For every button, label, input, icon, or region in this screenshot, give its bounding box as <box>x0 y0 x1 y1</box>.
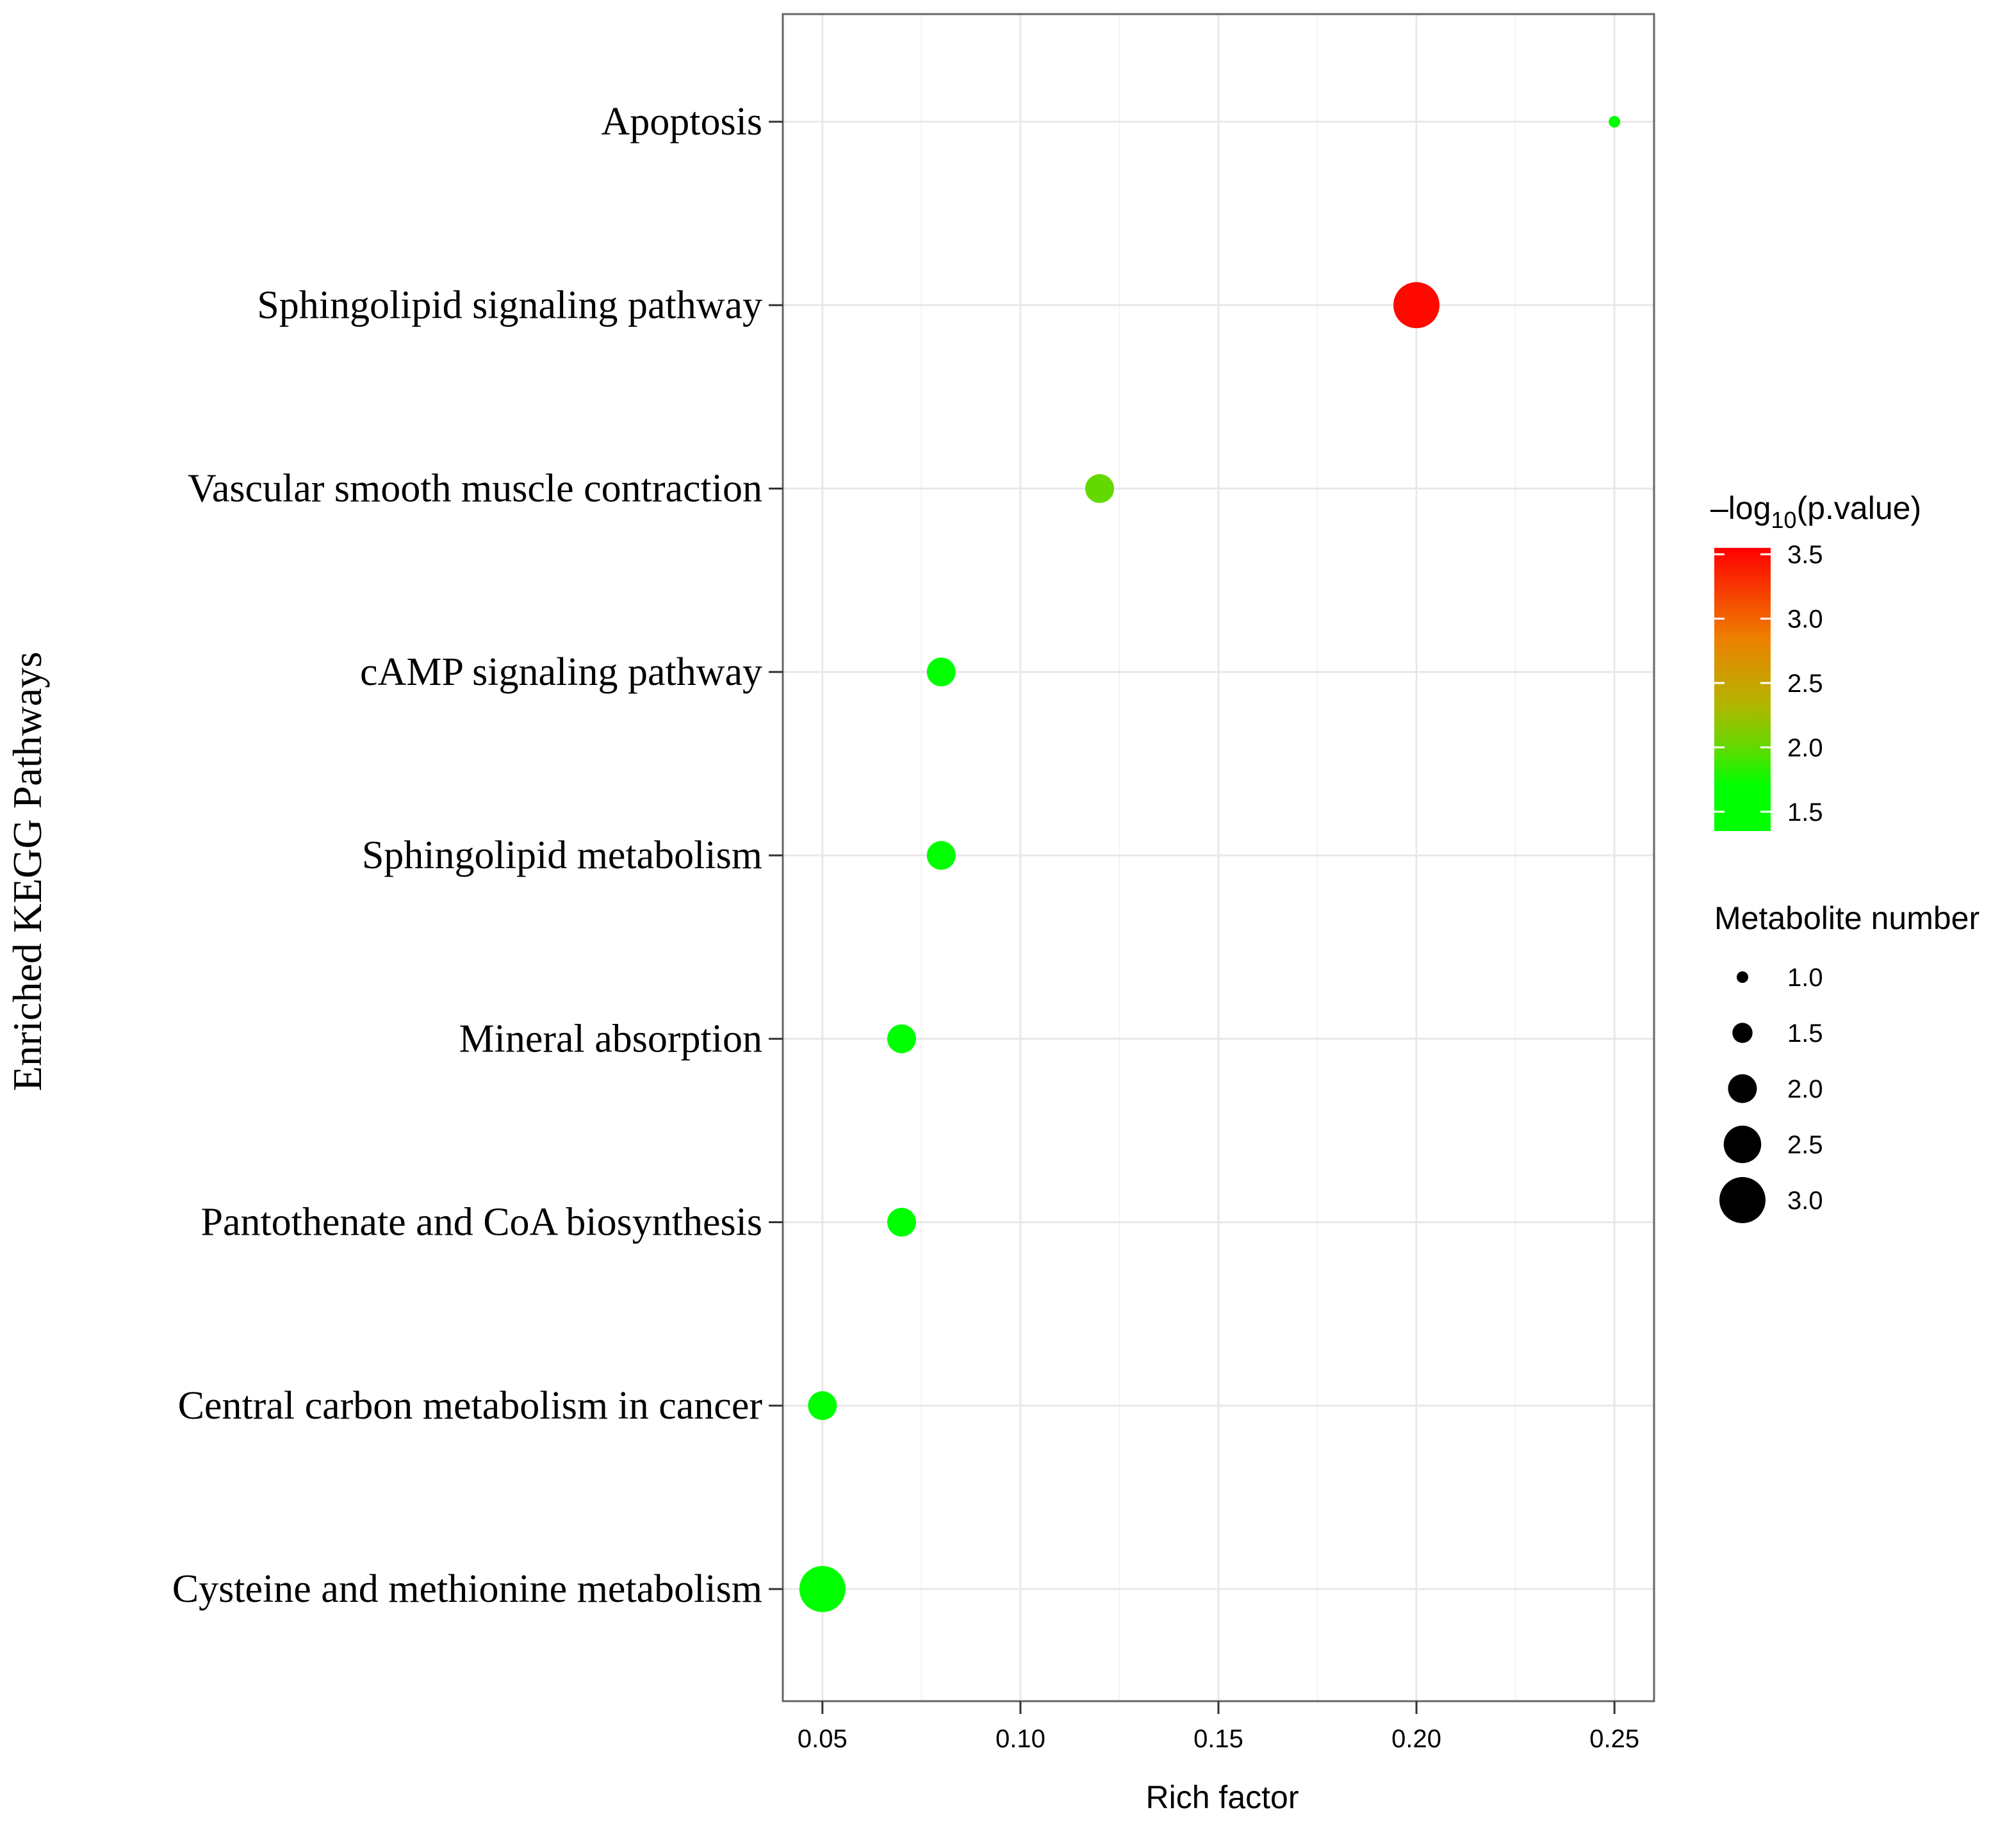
color-legend-label: 2.0 <box>1787 734 1823 762</box>
x-tick-label: 0.15 <box>1193 1725 1243 1753</box>
data-point <box>887 1208 916 1237</box>
size-legend-dot <box>1732 1023 1753 1043</box>
y-category-label: Vascular smooth muscle contraction <box>188 467 762 511</box>
y-axis-title: Enriched KEGG Pathways <box>4 652 50 1091</box>
size-legend-dot <box>1728 1074 1757 1103</box>
x-tick-label: 0.20 <box>1391 1725 1441 1753</box>
x-tick-label: 0.10 <box>996 1725 1045 1753</box>
y-category-label: Pantothenate and CoA biosynthesis <box>201 1201 762 1244</box>
x-tick-label: 0.05 <box>798 1725 848 1753</box>
color-legend-bar <box>1714 548 1771 831</box>
y-category-label: Cysteine and methionine metabolism <box>172 1567 762 1611</box>
size-legend-title: Metabolite number <box>1714 900 1979 936</box>
data-point <box>1393 282 1440 329</box>
data-point <box>926 841 956 870</box>
color-legend-title: –log10(p.value) <box>1710 490 1921 533</box>
color-legend-label: 3.5 <box>1787 541 1823 569</box>
data-point <box>1609 116 1621 128</box>
size-legend-label: 3.0 <box>1787 1187 1823 1215</box>
grid-major-lines <box>783 14 1654 1701</box>
color-legend-label: 3.0 <box>1787 606 1823 634</box>
x-tick-label: 0.25 <box>1589 1725 1639 1753</box>
color-legend-label: 2.5 <box>1787 670 1823 698</box>
y-category-label: Sphingolipid signaling pathway <box>257 283 762 327</box>
grid-minor-lines <box>921 14 1516 1701</box>
size-legend-label: 1.5 <box>1787 1019 1823 1048</box>
y-axis-category-labels: Apoptosis Sphingolipid signaling pathway V… <box>172 100 763 1611</box>
data-point <box>887 1024 916 1053</box>
size-legend-items: 1.0 1.5 2.0 2.5 3.0 <box>1719 964 1823 1223</box>
size-legend-label: 2.0 <box>1787 1075 1823 1103</box>
y-axis-ticks <box>769 120 783 1590</box>
data-point <box>1085 474 1115 503</box>
size-legend-label: 2.5 <box>1787 1131 1823 1159</box>
size-legend-label: 1.0 <box>1787 964 1823 992</box>
y-category-label: Mineral absorption <box>459 1017 762 1060</box>
color-legend-label: 1.5 <box>1787 798 1823 827</box>
y-category-label: cAMP signaling pathway <box>360 650 762 694</box>
x-axis-ticks <box>821 1701 1616 1714</box>
data-points <box>799 116 1621 1612</box>
size-legend-dot <box>1737 971 1748 983</box>
data-point <box>808 1391 837 1421</box>
data-point <box>926 657 956 687</box>
size-legend-dot <box>1719 1177 1766 1223</box>
y-category-label: Apoptosis <box>602 100 762 144</box>
data-point <box>799 1566 846 1612</box>
y-category-label: Central carbon metabolism in cancer <box>178 1384 763 1428</box>
color-legend-ticks: 3.5 3.0 2.5 2.0 1.5 <box>1714 541 1823 827</box>
x-axis-title: Rich factor <box>1146 1779 1299 1815</box>
y-category-label: Sphingolipid metabolism <box>362 834 762 877</box>
x-axis-tick-labels: 0.05 0.10 0.15 0.20 0.25 <box>798 1725 1639 1753</box>
size-legend-dot <box>1723 1125 1762 1164</box>
